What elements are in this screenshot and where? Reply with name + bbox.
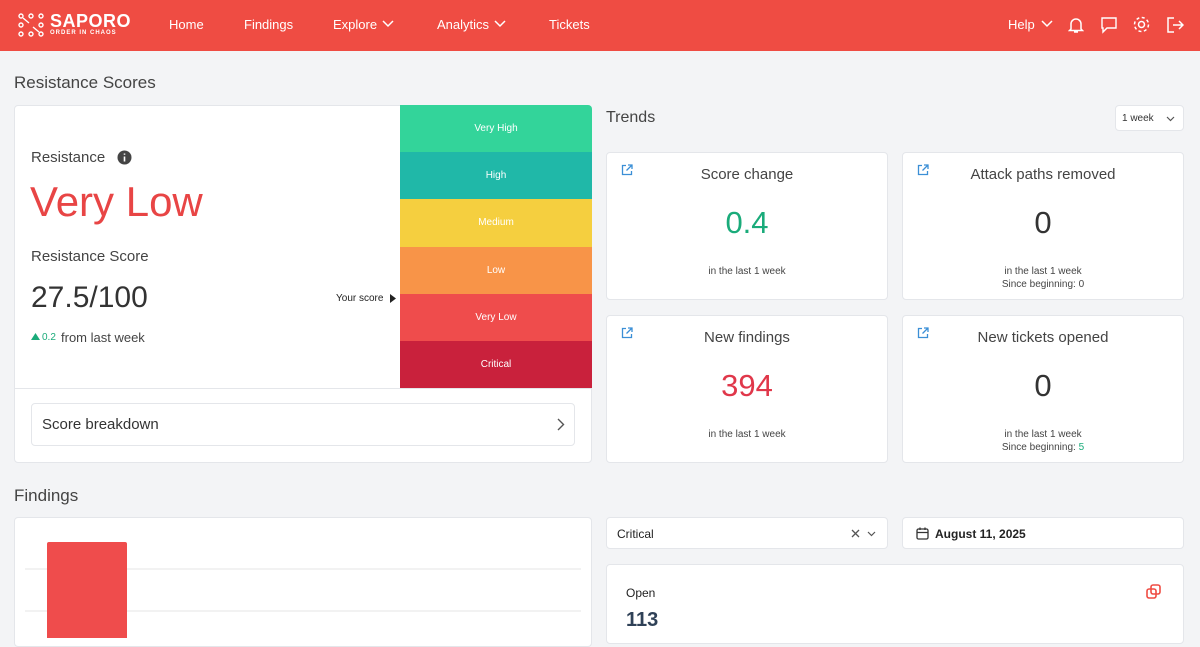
period-select[interactable]: 1 week — [1115, 105, 1184, 131]
section-title: Findings — [14, 486, 79, 505]
chevron — [1166, 116, 1175, 122]
open-link-icon[interactable] — [621, 164, 633, 176]
calendar-icon — [916, 527, 929, 540]
trend-value: 0 — [1034, 205, 1052, 240]
score-label: Resistance Score — [31, 248, 149, 265]
scale-level: Low — [400, 246, 592, 294]
trend-value: 0 — [1034, 368, 1052, 403]
findings-chart — [25, 542, 581, 638]
nav-item[interactable]: Explore — [333, 17, 378, 32]
score-delta: 0.2 — [42, 332, 56, 343]
trend-card: Attack paths removed 0 in the last 1 week S… — [902, 152, 1184, 300]
logout-icon[interactable] — [1166, 16, 1184, 34]
filter-value: Critical — [617, 527, 654, 541]
chevron — [1041, 20, 1053, 28]
copy-icon[interactable] — [1146, 584, 1162, 600]
trend-note: in the last 1 week — [708, 266, 786, 277]
tagline: ORDER IN CHAOS — [50, 30, 117, 36]
status-label: Open — [626, 586, 656, 600]
score-pointer — [390, 294, 396, 303]
trend-card: Score change 0.4 in the last 1 week — [606, 152, 888, 300]
notifications-icon[interactable] — [1068, 16, 1084, 34]
nav-item[interactable]: Tickets — [549, 17, 590, 32]
up-arrow — [31, 333, 40, 340]
trend-value: 0.4 — [725, 205, 769, 240]
divider — [14, 388, 592, 389]
your-score-label: Your score — [336, 293, 384, 304]
trend-note-block: in the last 1 week — [607, 428, 887, 441]
bar[interactable] — [47, 542, 127, 638]
delta-text: from last week — [61, 330, 145, 345]
score: 27.5/100 — [31, 281, 148, 314]
date-picker[interactable]: August 11, 2025 — [902, 517, 1184, 549]
settings-icon[interactable] — [1132, 15, 1151, 34]
help-menu[interactable]: Help — [1008, 17, 1035, 32]
logo[interactable]: SAPORO — [50, 11, 132, 31]
since-label: Since beginning: — [1001, 279, 1076, 290]
chevron — [867, 531, 876, 537]
trend-title: Attack paths removed — [970, 166, 1116, 183]
findings-chart-card — [14, 517, 592, 647]
trend-note-block: in the last 1 week Since beginning: 5 — [903, 428, 1183, 454]
nav-item[interactable]: Home — [169, 17, 204, 32]
chevron — [382, 20, 394, 28]
section-title: Resistance Scores — [14, 73, 156, 92]
resistance-level: Very Low — [30, 178, 203, 225]
clear-icon[interactable] — [851, 529, 860, 538]
trend-note-block: in the last 1 week — [607, 265, 887, 278]
since-row: Since beginning: 5 — [903, 441, 1183, 454]
trend-note: in the last 1 week — [1004, 266, 1082, 277]
scale-level: Very High — [400, 105, 592, 153]
open-card: Open 113 — [606, 564, 1184, 644]
scale-level: Medium — [400, 199, 592, 247]
trend-note: in the last 1 week — [708, 429, 786, 440]
nav-item[interactable]: Findings — [244, 17, 294, 32]
scale-level: High — [400, 152, 592, 200]
trend-card: New findings 394 in the last 1 week — [606, 315, 888, 463]
severity-filter[interactable]: Critical — [606, 517, 888, 549]
scale-level: Critical — [400, 341, 592, 389]
scale-level: Very Low — [400, 293, 592, 341]
open-count: 113 — [626, 609, 659, 631]
info-icon[interactable] — [117, 150, 132, 165]
breakdown-button[interactable]: Score breakdown — [31, 403, 575, 446]
since-row: Since beginning: 0 — [903, 278, 1183, 291]
trend-title: Score change — [700, 166, 794, 183]
open-link-icon[interactable] — [917, 327, 929, 339]
logo-mark — [18, 13, 44, 37]
trend-title: New tickets opened — [977, 329, 1109, 346]
date-value: August 11, 2025 — [935, 527, 1026, 541]
since-value: 0 — [1078, 279, 1085, 290]
trend-note: in the last 1 week — [1004, 429, 1082, 440]
feedback-icon[interactable] — [1100, 16, 1118, 34]
trend-card: New tickets opened 0 in the last 1 week Sin… — [902, 315, 1184, 463]
nav-item[interactable]: Analytics — [437, 17, 490, 32]
chevron-right — [557, 418, 565, 431]
top-bar: SAPORO ORDER IN CHAOS Home Findings Expl… — [0, 0, 1200, 51]
open-link-icon[interactable] — [621, 327, 633, 339]
trend-title: New findings — [704, 329, 790, 346]
breakdown-label: Score breakdown — [42, 416, 159, 433]
trend-value: 394 — [721, 368, 773, 403]
open-link-icon[interactable] — [917, 164, 929, 176]
trend-note-block: in the last 1 week Since beginning: 0 — [903, 265, 1183, 291]
resistance-label: Resistance — [31, 149, 106, 166]
chevron — [494, 20, 506, 28]
since-label: Since beginning: — [1001, 442, 1076, 453]
since-value[interactable]: 5 — [1078, 442, 1085, 453]
section-title: Trends — [606, 109, 656, 126]
period-value: 1 week — [1122, 113, 1154, 124]
